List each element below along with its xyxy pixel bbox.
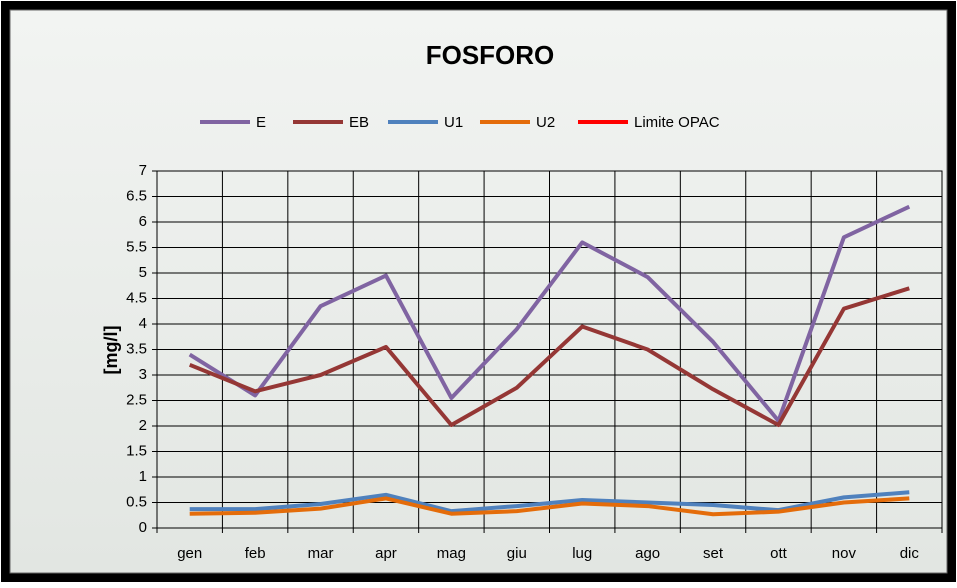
series-line — [188, 204, 911, 423]
y-tick-label: 5 — [139, 264, 147, 281]
series-line — [189, 496, 910, 517]
y-tick-label: 1.5 — [126, 442, 147, 459]
y-tick-label: 6.5 — [126, 187, 147, 204]
x-tick-label: nov — [832, 545, 857, 562]
y-tick-label: 2 — [139, 417, 147, 434]
x-tick-label: apr — [375, 545, 397, 562]
series-line — [189, 490, 910, 514]
x-tick-label: mar — [308, 545, 334, 562]
x-tick-label: lug — [572, 545, 592, 562]
legend-label: E — [256, 114, 266, 131]
y-tick-label: 5.5 — [126, 238, 147, 255]
y-tick-label: 4 — [139, 315, 147, 332]
chart-area — [9, 9, 948, 574]
chart-title: FOSFORO — [426, 40, 555, 70]
x-tick-label: set — [703, 545, 724, 562]
x-tick-label: ago — [635, 545, 660, 562]
x-tick-label: ott — [770, 545, 788, 562]
y-tick-label: 2.5 — [126, 391, 147, 408]
y-tick-label: 4.5 — [126, 289, 147, 306]
legend-label: Limite OPAC — [634, 114, 720, 131]
y-tick-label: 0 — [139, 519, 147, 536]
legend-label: U2 — [536, 114, 555, 131]
x-tick-label: mag — [437, 545, 466, 562]
y-tick-label: 0.5 — [126, 493, 147, 510]
y-axis-label: [mg/l] — [101, 326, 121, 375]
y-tick-label: 3 — [139, 366, 147, 383]
x-tick-label: gen — [177, 545, 202, 562]
y-tick-label: 6 — [139, 213, 147, 230]
y-tick-label: 3.5 — [126, 340, 147, 357]
legend-label: EB — [349, 114, 369, 131]
x-tick-label: giu — [507, 545, 527, 562]
y-tick-label: 1 — [139, 468, 147, 485]
x-tick-label: feb — [245, 545, 266, 562]
x-tick-label: dic — [900, 545, 920, 562]
series-line — [188, 286, 910, 427]
legend-label: U1 — [444, 114, 463, 131]
y-tick-label: 7 — [139, 162, 147, 179]
